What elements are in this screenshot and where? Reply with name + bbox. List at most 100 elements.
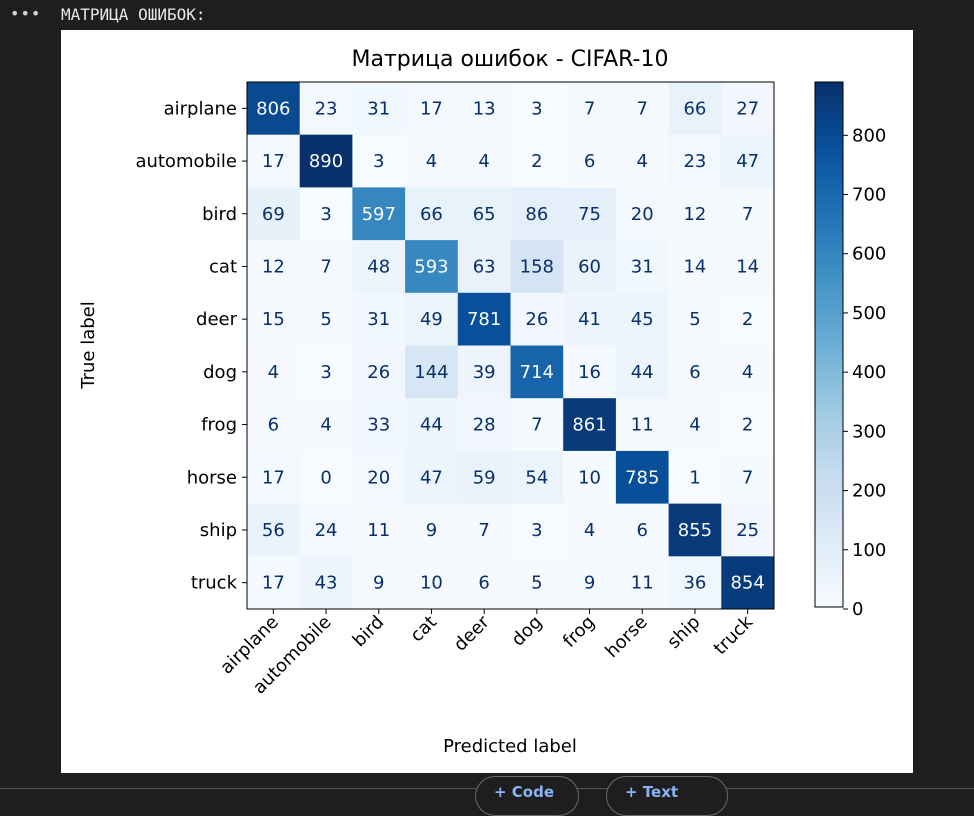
- add-text-button[interactable]: + Text: [606, 776, 728, 816]
- cell-value: 781: [467, 309, 501, 330]
- y-tick-label: deer: [196, 309, 238, 330]
- colorbar: [814, 81, 844, 608]
- matrix-cell: [352, 134, 406, 188]
- matrix-cell: [299, 82, 353, 136]
- cell-value: 144: [414, 362, 448, 383]
- y-tick-label: cat: [209, 256, 237, 277]
- cell-value: 158: [520, 256, 554, 277]
- cell-value: 31: [367, 309, 390, 330]
- cell-value: 44: [420, 415, 443, 436]
- y-tick-label: bird: [202, 204, 237, 225]
- matrix-cell: [668, 292, 722, 346]
- cell-value: 45: [631, 309, 654, 330]
- cell-value: 47: [420, 467, 443, 488]
- matrix-cell: [563, 556, 617, 610]
- matrix-cell: [668, 345, 722, 399]
- matrix-cell: [721, 187, 775, 241]
- cell-value: 7: [478, 520, 489, 541]
- cell-value: 890: [309, 151, 343, 172]
- plot-frame: [246, 81, 775, 610]
- matrix-cell: [721, 450, 775, 505]
- cell-value: 9: [373, 573, 384, 594]
- cell-value: 60: [578, 256, 601, 277]
- matrix-cell: [405, 556, 459, 610]
- matrix-cell: [457, 82, 511, 136]
- cell-value: 47: [736, 151, 759, 172]
- ellipsis-icon[interactable]: •••: [10, 4, 42, 23]
- matrix-cell: [405, 398, 459, 452]
- cell-value: 0: [320, 467, 331, 488]
- matrix-cell: [721, 503, 775, 557]
- x-tick-label: bird: [349, 612, 389, 652]
- cell-value: 714: [520, 362, 554, 383]
- matrix-cell: [405, 292, 459, 346]
- matrix-cell: [615, 292, 670, 346]
- y-tick-label: horse: [187, 467, 237, 488]
- cell-value: 3: [531, 98, 542, 119]
- cell-value: 5: [689, 309, 700, 330]
- matrix-cell: [563, 503, 617, 557]
- cell-value: 31: [367, 98, 390, 119]
- cell-value: 7: [531, 415, 542, 436]
- y-tick-label: truck: [191, 573, 238, 594]
- matrix-cell: [721, 398, 775, 452]
- colorbar-tick-label: 700: [852, 185, 886, 206]
- matrix-cell: [721, 134, 775, 188]
- matrix-cell: [510, 503, 564, 557]
- matrix-cell: [405, 82, 459, 136]
- matrix-cell: [563, 345, 617, 399]
- matrix-cell: [615, 503, 670, 557]
- matrix-cell: [299, 398, 353, 452]
- matrix-cell: [615, 134, 670, 188]
- matrix-cell: [247, 187, 301, 241]
- matrix-cell: [352, 187, 406, 241]
- cell-value: 54: [525, 467, 548, 488]
- matrix-cell: [247, 450, 301, 505]
- x-tick-label: dog: [508, 612, 547, 651]
- cell-value: 86: [525, 204, 548, 225]
- matrix-cell: [668, 556, 722, 610]
- matrix-cell: [247, 240, 301, 294]
- matrix-cell: [563, 292, 617, 346]
- matrix-cell: [668, 134, 722, 188]
- add-code-button[interactable]: + Code: [475, 776, 579, 816]
- cell-value: 39: [473, 362, 496, 383]
- cell-value: 861: [572, 415, 606, 436]
- matrix-cell: [510, 345, 564, 399]
- cell-value: 9: [584, 573, 595, 594]
- matrix-cell: [405, 240, 459, 294]
- matrix-cell: [563, 82, 617, 136]
- cell-value: 20: [367, 467, 390, 488]
- y-tick-label: dog: [203, 362, 237, 383]
- x-tick-label: horse: [601, 612, 651, 662]
- cell-value: 27: [736, 98, 759, 119]
- cell-value: 7: [742, 204, 753, 225]
- cell-value: 4: [478, 151, 489, 172]
- cell-value: 16: [578, 362, 601, 383]
- cell-value: 9: [426, 520, 437, 541]
- output-heading: МАТРИЦА ОШИБОК:: [61, 5, 206, 24]
- cell-value: 785: [625, 467, 659, 488]
- matrix-cell: [247, 556, 301, 610]
- colorbar-tick-label: 0: [852, 599, 863, 620]
- matrix-cell: [668, 503, 722, 557]
- cell-value: 65: [473, 204, 496, 225]
- cell-value: 7: [320, 256, 331, 277]
- cell-value: 5: [320, 309, 331, 330]
- matrix-cell: [352, 556, 406, 610]
- matrix-cell: [247, 503, 301, 557]
- matrix-cell: [668, 450, 722, 505]
- cell-value: 17: [420, 98, 443, 119]
- cell-value: 59: [473, 467, 496, 488]
- cell-value: 2: [742, 415, 753, 436]
- matrix-cell: [510, 82, 564, 136]
- matrix-cell: [299, 345, 353, 399]
- matrix-cell: [615, 556, 670, 610]
- matrix-cell: [299, 292, 353, 346]
- matrix-cell: [299, 503, 353, 557]
- matrix-cell: [299, 240, 353, 294]
- cell-value: 69: [262, 204, 285, 225]
- matrix-cell: [457, 556, 511, 610]
- cell-value: 2: [531, 151, 542, 172]
- matrix-cell: [299, 450, 353, 505]
